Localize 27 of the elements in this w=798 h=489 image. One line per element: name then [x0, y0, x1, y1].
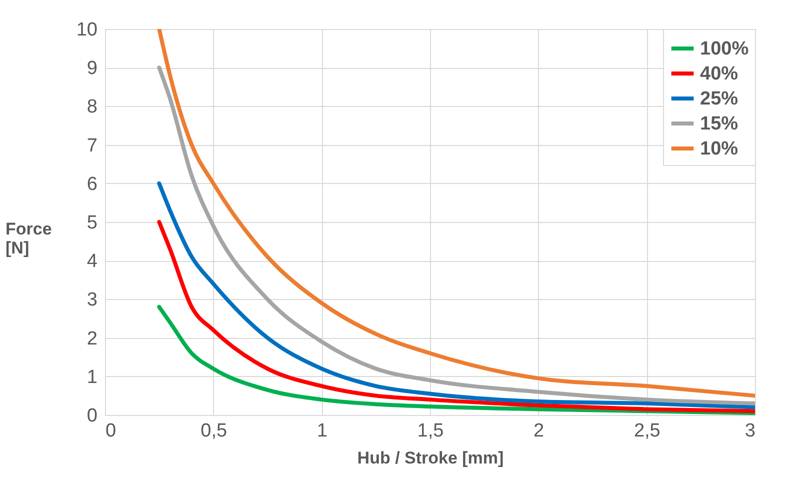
- y-tick-label: 1: [86, 366, 98, 388]
- y-tick-label: 2: [86, 328, 98, 350]
- x-tick-label: 3: [744, 420, 756, 442]
- y-tick-label: 8: [86, 96, 98, 118]
- legend-label: 100%: [700, 38, 749, 60]
- x-tick-label: 2,5: [634, 420, 660, 442]
- y-axis-title: Force [N]: [6, 220, 52, 258]
- y-tick-label: 10: [76, 20, 98, 40]
- x-axis-title: Hub / Stroke [mm]: [357, 448, 504, 468]
- x-tick-label: 2: [534, 420, 544, 442]
- line-series: [157, 181, 755, 410]
- y-tick-label: 4: [86, 251, 98, 272]
- x-tick-label: 0,5: [200, 420, 228, 442]
- legend-label: 25%: [700, 88, 738, 110]
- x-tick-label: 0: [106, 420, 116, 442]
- y-tick-label: 0: [86, 406, 98, 426]
- legend-label: 10%: [700, 138, 738, 160]
- y-tick-label: 7: [86, 135, 98, 156]
- legend-label: 40%: [700, 64, 738, 84]
- line-series: [157, 220, 755, 414]
- legend-label: 15%: [700, 114, 738, 134]
- x-tick-label: 1,5: [417, 420, 444, 442]
- y-tick-label: 9: [86, 58, 98, 80]
- y-tick-label: 5: [86, 212, 98, 234]
- y-tick-label: 6: [86, 174, 98, 195]
- y-tick-label: 3: [86, 290, 98, 311]
- x-tick-label: 1: [316, 420, 328, 442]
